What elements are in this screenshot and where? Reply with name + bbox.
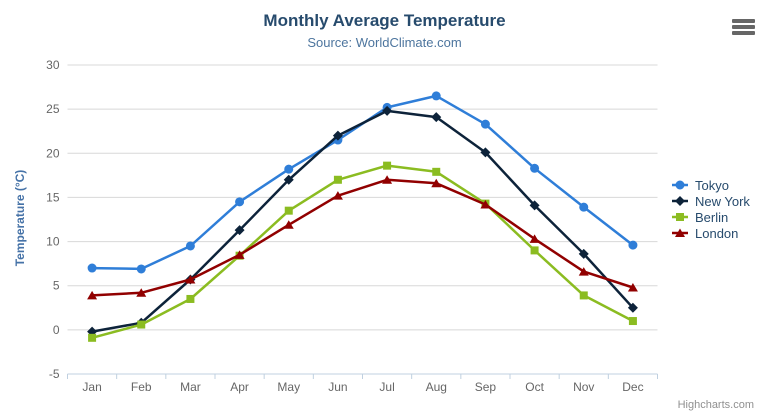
legend-symbol-tokyo[interactable] [675, 180, 685, 190]
legend-label-new-york: New York [695, 193, 750, 209]
x-axis-label-jul: Jul [379, 380, 394, 394]
series-line-tokyo [90, 94, 635, 271]
y-axis-label-10: 10 [46, 235, 60, 249]
london-point-aug[interactable] [431, 178, 442, 188]
legend-marker-triangle-icon [672, 228, 688, 238]
y-axis-label-20: 20 [46, 146, 60, 160]
berlin-point-aug[interactable] [432, 167, 441, 176]
new-york-point-may[interactable] [283, 174, 294, 185]
london-point-dec[interactable] [627, 282, 638, 292]
tokyo-point-sep[interactable] [480, 119, 490, 129]
berlin-point-jun[interactable] [333, 175, 342, 184]
berlin-point-may[interactable] [284, 206, 293, 215]
legend-symbol-berlin[interactable] [676, 213, 684, 221]
series-line-london [90, 178, 635, 297]
series-tokyo [87, 91, 638, 274]
legend-item-berlin[interactable]: Berlin [671, 209, 750, 225]
tokyo-point-feb[interactable] [136, 264, 146, 274]
berlin-point-dec[interactable] [628, 317, 637, 326]
legend-item-new-york[interactable]: New York [671, 193, 750, 209]
y-axis-label-5: 5 [53, 279, 60, 293]
london-point-nov[interactable] [578, 267, 589, 276]
legend-label-tokyo: Tokyo [695, 177, 729, 193]
london-point-sep[interactable] [480, 199, 491, 209]
tokyo-point-dec[interactable] [628, 240, 638, 250]
berlin-point-oct[interactable] [530, 246, 539, 255]
new-york-point-aug[interactable] [431, 112, 442, 123]
london-point-apr[interactable] [234, 250, 245, 259]
berlin-point-mar[interactable] [186, 294, 195, 303]
legend: Tokyo New York Berlin London [671, 177, 750, 241]
legend-label-berlin: Berlin [695, 209, 729, 225]
london-point-oct[interactable] [529, 234, 540, 243]
legend-marker-circle-icon [672, 180, 688, 190]
london-point-mar[interactable] [185, 275, 196, 284]
series-line-berlin [90, 164, 635, 340]
legend-marker-diamond-icon [672, 196, 688, 206]
london-point-jun[interactable] [332, 191, 343, 200]
y-axis-label-30: 30 [46, 58, 60, 72]
legend-label-london: London [695, 225, 739, 241]
x-axis-label-jan: Jan [82, 380, 101, 394]
x-axis-label-apr: Apr [230, 380, 249, 394]
series-london [87, 175, 638, 300]
credits-link[interactable]: Highcharts.com [677, 399, 754, 411]
tokyo-point-nov[interactable] [579, 202, 589, 212]
new-york-point-sep[interactable] [480, 147, 491, 158]
berlin-point-jul[interactable] [383, 161, 392, 170]
london-point-jan[interactable] [87, 290, 98, 300]
hamburger-icon [732, 19, 755, 23]
legend-symbol-london[interactable] [675, 228, 685, 238]
x-axis-label-dec: Dec [622, 380, 643, 394]
y-axis-label-15: 15 [46, 190, 60, 204]
new-york-point-jul[interactable] [382, 105, 393, 116]
berlin-point-jan[interactable] [88, 333, 97, 342]
london-point-feb[interactable] [136, 288, 147, 297]
series-line-new-york [90, 109, 635, 333]
tokyo-point-mar[interactable] [185, 241, 195, 251]
x-axis-label-jun: Jun [328, 380, 347, 394]
berlin-point-nov[interactable] [579, 291, 588, 300]
x-axis-label-sep: Sep [475, 380, 497, 394]
series-new-york [87, 105, 638, 337]
new-york-point-jun[interactable] [332, 130, 343, 141]
export-menu-button[interactable] [732, 19, 755, 35]
tokyo-point-oct[interactable] [530, 163, 540, 173]
legend-symbol-new-york[interactable] [675, 196, 685, 206]
london-point-may[interactable] [283, 220, 294, 229]
x-axis-label-may: May [277, 380, 300, 394]
x-axis-label-mar: Mar [180, 380, 201, 394]
chart-title: Monthly Average Temperature [263, 11, 506, 30]
x-axis-label-feb: Feb [131, 380, 152, 394]
x-axis-label-nov: Nov [573, 380, 594, 394]
london-point-jul[interactable] [382, 175, 393, 184]
chart-subtitle: Source: WorldClimate.com [307, 35, 462, 50]
hamburger-icon [732, 25, 755, 29]
y-axis-label-25: 25 [46, 102, 60, 116]
tokyo-point-may[interactable] [284, 164, 294, 174]
tokyo-point-jan[interactable] [87, 263, 97, 273]
hamburger-icon [732, 31, 755, 35]
y-axis-label-0: 0 [53, 323, 60, 337]
new-york-point-nov[interactable] [578, 248, 589, 259]
new-york-point-apr[interactable] [234, 225, 245, 236]
x-axis-label-aug: Aug [426, 380, 447, 394]
legend-item-london[interactable]: London [671, 225, 750, 241]
tokyo-point-apr[interactable] [235, 197, 245, 207]
legend-item-tokyo[interactable]: Tokyo [671, 177, 750, 193]
tokyo-point-aug[interactable] [431, 91, 441, 101]
berlin-point-feb[interactable] [137, 320, 146, 329]
x-axis-label-oct: Oct [525, 380, 544, 394]
y-axis-label--5: -5 [49, 367, 60, 381]
new-york-point-oct[interactable] [529, 200, 540, 211]
legend-marker-square-icon [672, 213, 688, 221]
new-york-point-dec[interactable] [627, 302, 638, 313]
